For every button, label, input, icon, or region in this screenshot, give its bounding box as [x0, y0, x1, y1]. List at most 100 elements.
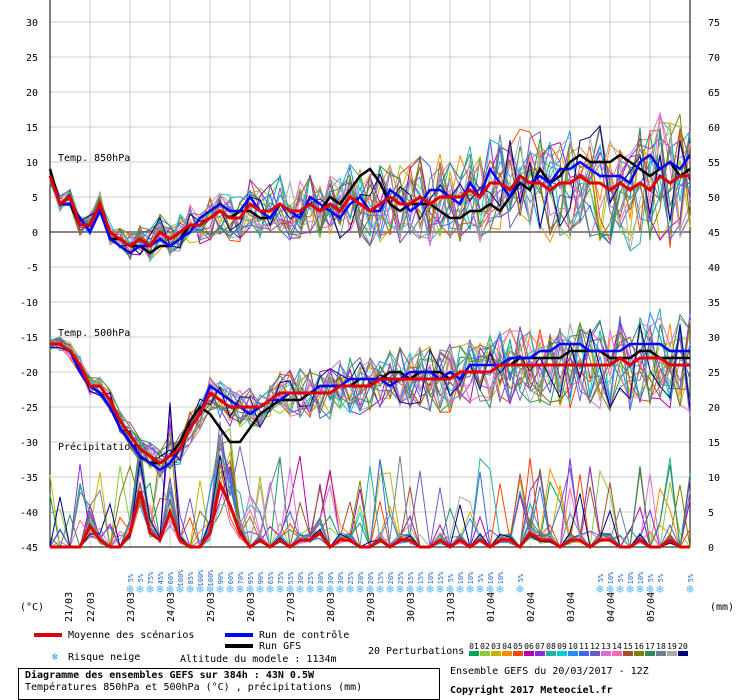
- snow-risk-percent: 95%: [247, 571, 255, 584]
- y-tick-left: -15: [20, 333, 38, 344]
- x-tick-label: 05/04: [646, 592, 657, 622]
- perturbation-500: [49, 319, 691, 479]
- perturbation-number: 15: [623, 642, 633, 651]
- y-tick-left: -30: [20, 438, 38, 449]
- snow-risk-percent: 5%: [687, 573, 695, 582]
- legend-altitude: Altitude du modele : 1134m: [180, 654, 337, 665]
- perturbation-swatch: [612, 651, 622, 656]
- snow-risk-icon: ❄: [315, 583, 324, 596]
- y-tick-right: 65: [708, 88, 720, 99]
- perturbation-number: 03: [491, 642, 501, 651]
- y-tick-right: 40: [708, 263, 720, 274]
- perturbation-number: 09: [557, 642, 567, 651]
- snow-risk-percent: 15%: [377, 571, 385, 584]
- perturbation-number: 18: [656, 642, 666, 651]
- snow-risk-percent: 60%: [167, 571, 175, 584]
- snow-risk-icon: ❄: [625, 583, 634, 596]
- snow-risk-percent: 5%: [137, 573, 145, 582]
- ensemble-run-info: Ensemble GEFS du 20/03/2017 - 12Z: [450, 666, 649, 677]
- x-tick-label: 31/03: [446, 592, 457, 622]
- x-tick-label: 28/03: [326, 592, 337, 622]
- snow-risk-icon: ❄: [615, 583, 624, 596]
- snow-risk-percent: 20%: [367, 571, 375, 584]
- legend-snow-label: Risque neige: [68, 652, 141, 663]
- y-tick-right: 75: [708, 18, 720, 29]
- perturbation-number: 13: [601, 642, 611, 651]
- snow-risk-icon: ❄: [295, 583, 304, 596]
- y-tick-left: 25: [26, 53, 38, 64]
- snow-risk-percent: 65%: [267, 571, 275, 584]
- perturbation-850: [49, 121, 691, 262]
- snow-risk-percent: 5%: [447, 573, 455, 582]
- snow-risk-icon: ❄: [335, 583, 344, 596]
- mean-850-line: [48, 173, 690, 249]
- snow-risk-icon: ❄: [415, 583, 424, 596]
- chart-subtitle: Températures 850hPa et 500hPa (°C) , pré…: [25, 682, 363, 693]
- snow-risk-icon: ❄: [635, 583, 644, 596]
- snow-risk-percent: 30%: [317, 571, 325, 584]
- y-tick-right: 5: [708, 508, 714, 519]
- perturbation-number: 19: [667, 642, 677, 651]
- perturbation-850: [49, 130, 691, 247]
- snow-risk-icon: ❄: [275, 583, 284, 596]
- snow-risk-icon: ❄: [405, 583, 414, 596]
- snow-risk-icon: ❄: [645, 583, 654, 596]
- snow-risk-icon: ❄: [255, 583, 264, 596]
- perturbation-500: [49, 324, 691, 464]
- title-box: Diagramme des ensembles GEFS sur 384h : …: [18, 668, 440, 700]
- legend-mean-label: Moyenne des scénarios: [68, 630, 195, 641]
- perturbation-swatch: [557, 651, 567, 656]
- y-tick-right: 20: [708, 403, 720, 414]
- perturbation-swatch: [535, 651, 545, 656]
- perturbation-swatch: [623, 651, 633, 656]
- y-tick-left: 30: [26, 18, 38, 29]
- snow-risk-percent: 10%: [467, 571, 475, 584]
- perturbation-swatch: [513, 651, 523, 656]
- perturbation-swatch: [469, 651, 479, 656]
- snow-risk-percent: 5%: [647, 573, 655, 582]
- snow-risk-icon: ❄: [345, 583, 354, 596]
- perturbation-number: 12: [590, 642, 600, 651]
- y-tick-left: 15: [26, 123, 38, 134]
- snow-risk-icon: ❄: [325, 583, 334, 596]
- label-temp-850: Temp. 850hPa: [58, 153, 130, 164]
- right-axis-unit: (mm): [710, 602, 734, 613]
- snow-risk-icon: ❄: [305, 583, 314, 596]
- snow-risk-percent: 10%: [627, 571, 635, 584]
- x-tick-label: 23/03: [126, 592, 137, 622]
- perturbation-swatch: [667, 651, 677, 656]
- snow-risk-icon: ❄: [485, 583, 494, 596]
- snow-risk-icon: ❄: [515, 583, 524, 596]
- snow-risk-percent: 100%: [177, 569, 185, 587]
- perturbation-number: 14: [612, 642, 622, 651]
- snow-risk-icon: ❄: [445, 583, 454, 596]
- label-temp-500: Temp. 500hPa: [58, 328, 130, 339]
- snow-risk-percent: 10%: [637, 571, 645, 584]
- snow-risk-percent: 10%: [457, 571, 465, 584]
- y-tick-left: 10: [26, 158, 38, 169]
- perturbation-swatch: [579, 651, 589, 656]
- snow-risk-percent: 30%: [297, 571, 305, 584]
- snow-risk-percent: 90%: [217, 571, 225, 584]
- snow-risk-percent: 75%: [147, 571, 155, 584]
- legend-control-swatch: [225, 633, 253, 637]
- perturbation-swatch: [546, 651, 556, 656]
- x-tick-label: 25/03: [206, 592, 217, 622]
- y-tick-right: 70: [708, 53, 720, 64]
- snow-risk-percent: 70%: [237, 571, 245, 584]
- perturbation-swatch: [568, 651, 578, 656]
- control-500-line: [50, 342, 690, 472]
- x-tick-label: 03/04: [566, 592, 577, 622]
- legend-snow: ❄ Risque neige: [52, 652, 140, 663]
- snow-risk-percent: 30%: [337, 571, 345, 584]
- y-tick-right: 55: [708, 158, 720, 169]
- snow-risk-percent: 20%: [357, 571, 365, 584]
- perturbation-number: 06: [524, 642, 534, 651]
- legend-mean-swatch: [34, 633, 62, 637]
- perturbation-swatch: [601, 651, 611, 656]
- snow-risk-icon: ❄: [595, 583, 604, 596]
- snow-risk-icon: ❄: [685, 583, 694, 596]
- x-tick-label: 29/03: [366, 592, 377, 622]
- snow-risk-percent: 10%: [487, 571, 495, 584]
